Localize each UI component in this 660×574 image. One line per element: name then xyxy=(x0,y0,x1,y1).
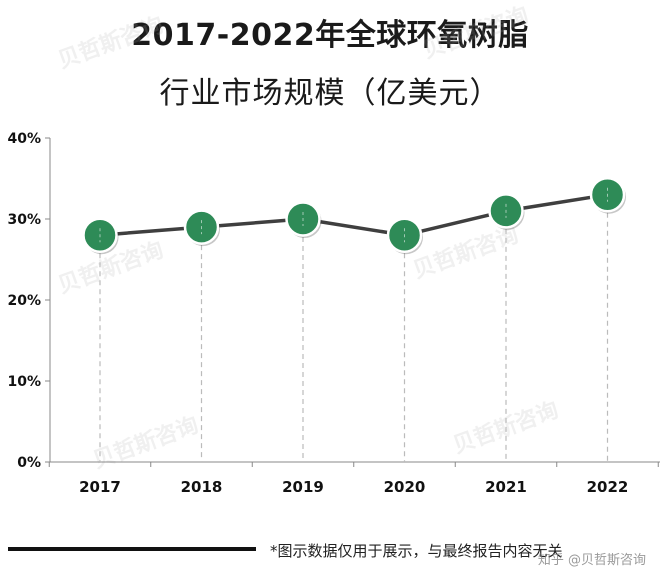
x-tick-label: 2020 xyxy=(384,478,426,496)
x-tick-label: 2018 xyxy=(181,478,223,496)
x-tick-label: 2021 xyxy=(485,478,527,496)
chart-title-line-1: 2017-2022年全球环氧树脂 xyxy=(131,18,529,53)
x-tick-label: 2017 xyxy=(79,478,121,496)
y-tick-label: 20% xyxy=(7,293,41,309)
x-tick-label: 2019 xyxy=(282,478,324,496)
y-tick-label: 0% xyxy=(17,455,41,471)
y-tick-label: 40% xyxy=(7,131,41,147)
series-line xyxy=(98,192,610,237)
footnote: *图示数据仅用于展示，与最终报告内容无关 xyxy=(270,542,563,560)
y-tick-label: 30% xyxy=(7,212,41,228)
x-tick-label: 2022 xyxy=(587,478,629,496)
source-credit: 知乎 @贝哲斯咨询 xyxy=(537,553,646,568)
footer-rule xyxy=(8,547,256,551)
chart-title-line-2: 行业市场规模（亿美元） xyxy=(159,76,501,111)
y-tick-label: 10% xyxy=(7,374,41,390)
